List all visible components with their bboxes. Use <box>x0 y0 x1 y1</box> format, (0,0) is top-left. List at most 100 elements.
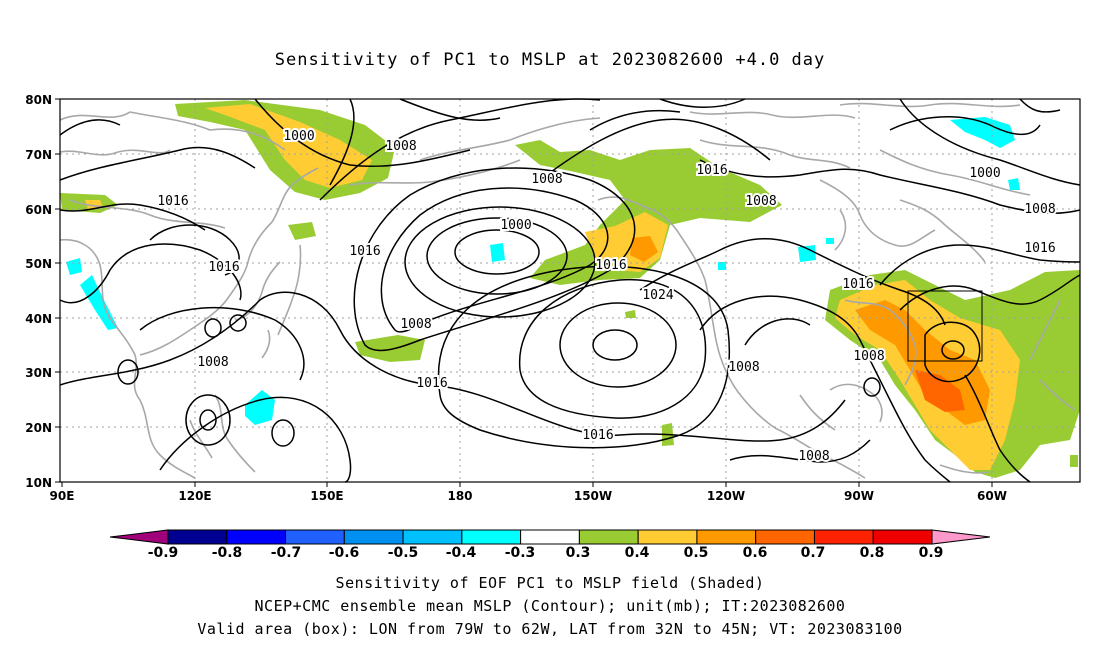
contour-label: 1008 <box>745 194 776 209</box>
colorbar-label: 0.5 <box>684 545 709 561</box>
lat-label: 20N <box>25 421 52 435</box>
colorbar-label: -0.7 <box>271 545 302 561</box>
lon-label: 90E <box>50 489 75 503</box>
contour-label: 1016 <box>157 194 188 209</box>
colorbar-segment <box>578 529 639 545</box>
lat-label: 40N <box>25 312 52 326</box>
colorbar-label: 0.4 <box>625 545 650 561</box>
contour-label: 1016 <box>582 428 613 443</box>
colorbar-segment <box>343 529 404 545</box>
colorbar-label: -0.5 <box>388 545 419 561</box>
shade-orange-alaska <box>630 236 658 262</box>
shade-green-atlantic-small <box>1070 455 1078 467</box>
contour-label: 1008 <box>531 172 562 187</box>
shade-darkorange-atlantic <box>915 370 965 412</box>
contour-label: 1008 <box>728 360 759 375</box>
colorbar-label: -0.9 <box>148 545 179 561</box>
contour-label: 1008 <box>1024 202 1055 217</box>
colorbar-segment <box>755 529 815 545</box>
map-title: Sensitivity of PC1 to MSLP at 2023082600… <box>274 50 826 70</box>
contour-label: 1016 <box>696 163 727 178</box>
colorbar-segment <box>461 529 522 545</box>
colorbar-segment <box>226 529 287 545</box>
lon-label: 120E <box>178 489 211 503</box>
contour-label: 1016 <box>208 260 239 275</box>
colorbar-label: -0.6 <box>329 545 360 561</box>
contour-label: 1008 <box>197 355 228 370</box>
contour-labels: 1000 1008 1016 1016 1016 1000 1008 1016 … <box>155 127 1057 466</box>
footer-line-3: Valid area (box): LON from 79W to 62W, L… <box>197 620 903 638</box>
colorbar-label: 0.3 <box>566 545 591 561</box>
shade-cyan-aleutian <box>490 243 505 262</box>
colorbar-segment <box>285 529 345 545</box>
colorbar <box>109 529 991 545</box>
shade-cyan-siberia <box>66 258 82 275</box>
shade-green-alaska <box>515 140 782 285</box>
contour-label: 1008 <box>385 139 416 154</box>
shade-cyan-pacific-nw <box>718 262 726 270</box>
colorbar-label: -0.8 <box>212 545 243 561</box>
contour-label: 1000 <box>283 129 314 144</box>
colorbar-label: 0.7 <box>801 545 826 561</box>
lat-label: 70N <box>25 148 52 162</box>
contour-label: 1008 <box>798 449 829 464</box>
lon-label: 150W <box>574 489 612 503</box>
colorbar-label: 0.9 <box>919 545 944 561</box>
coastlines <box>59 102 1076 479</box>
lat-label: 50N <box>25 257 52 271</box>
footer-line-1: Sensitivity of EOF PC1 to MSLP field (Sh… <box>335 574 765 592</box>
contour-label: 1024 <box>642 288 673 303</box>
shade-cyan-hudson-small <box>826 238 834 244</box>
lon-label: 180 <box>447 489 472 503</box>
contour-label: 1016 <box>416 376 447 391</box>
colorbar-segment <box>872 529 933 545</box>
shade-cyan-hudson <box>798 245 816 262</box>
contour-label: 1000 <box>500 218 531 233</box>
contour-label: 1016 <box>349 244 380 259</box>
colorbar-segment <box>637 529 698 545</box>
map-frame <box>59 98 1081 483</box>
colorbar-segment <box>696 529 757 545</box>
shade-green-small-pac <box>625 310 636 318</box>
lat-label: 30N <box>25 366 52 380</box>
colorbar-arrow-high <box>931 529 991 545</box>
graticule <box>60 99 1080 482</box>
colorbar-arrow-low <box>109 529 169 545</box>
contour-label: 1000 <box>969 166 1000 181</box>
colorbar-label: -0.4 <box>446 545 477 561</box>
contour-label: 1008 <box>400 317 431 332</box>
lon-labels: 90E 120E 150E 180 150W 120W 90W 60W <box>50 489 1007 503</box>
shade-cyan-greenland <box>950 117 1015 148</box>
lat-label: 80N <box>25 93 52 107</box>
colorbar-labels: -0.9 -0.8 -0.7 -0.6 -0.5 -0.4 -0.3 0.3 0… <box>148 545 944 561</box>
shade-cyan-philippine <box>245 390 275 425</box>
shade-cyan-greenland-small <box>1008 178 1020 190</box>
mslp-contours <box>59 98 1081 483</box>
lon-label: 90W <box>844 489 874 503</box>
colorbar-label: 0.6 <box>743 545 768 561</box>
colorbar-segment <box>813 529 874 545</box>
contour-label: 1008 <box>853 349 884 364</box>
valid-area-box <box>907 290 983 362</box>
footer-line-2: NCEP+CMC ensemble mean MSLP (Contour); u… <box>254 597 846 615</box>
lat-label: 60N <box>25 203 52 217</box>
axis-ticks <box>55 98 993 487</box>
colorbar-segment <box>402 529 463 545</box>
lon-label: 120W <box>707 489 745 503</box>
colorbar-segment <box>167 529 228 545</box>
colorbar-segment <box>520 529 580 545</box>
lon-label: 150E <box>310 489 343 503</box>
contour-label: 1016 <box>1024 241 1055 256</box>
shaded-sensitivity-areas <box>60 100 1080 478</box>
colorbar-label: -0.3 <box>505 545 536 561</box>
shade-green-pacific-mid <box>355 335 425 362</box>
contour-label: 1016 <box>595 258 626 273</box>
colorbar-label: 0.8 <box>860 545 885 561</box>
lat-label: 10N <box>25 476 52 490</box>
shade-green-kuril <box>288 222 316 240</box>
lat-labels: 80N 70N 60N 50N 40N 30N 20N 10N <box>25 93 52 490</box>
shade-yellow-kamchatka <box>205 104 372 188</box>
lon-label: 60W <box>977 489 1007 503</box>
contour-label: 1016 <box>842 277 873 292</box>
